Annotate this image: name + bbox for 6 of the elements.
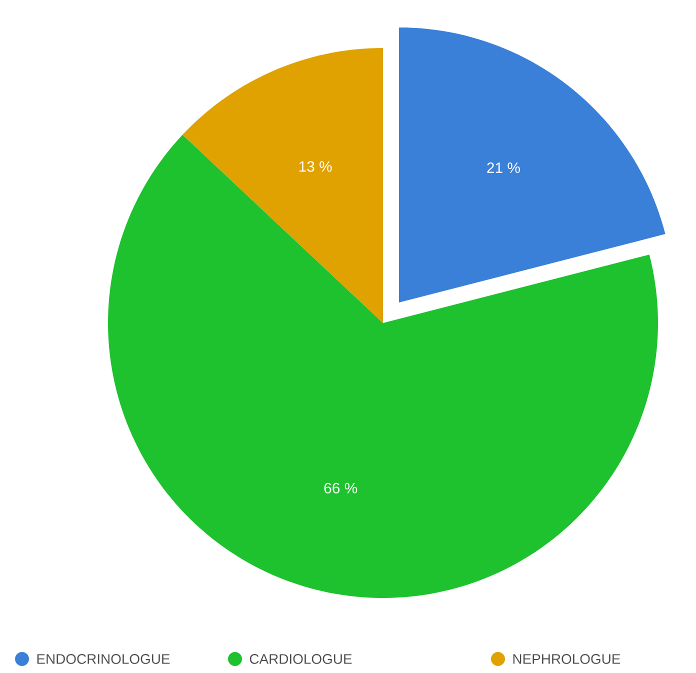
legend-label: ENDOCRINOLOGUE	[37, 654, 170, 664]
legend-label: CARDIOLOGUE	[250, 654, 352, 664]
data-label: 66 %	[324, 482, 358, 494]
data-label: 13 %	[299, 161, 332, 172]
data-label: 21 %	[487, 162, 520, 173]
legend-label: NEPHROLOGUE	[513, 654, 620, 664]
